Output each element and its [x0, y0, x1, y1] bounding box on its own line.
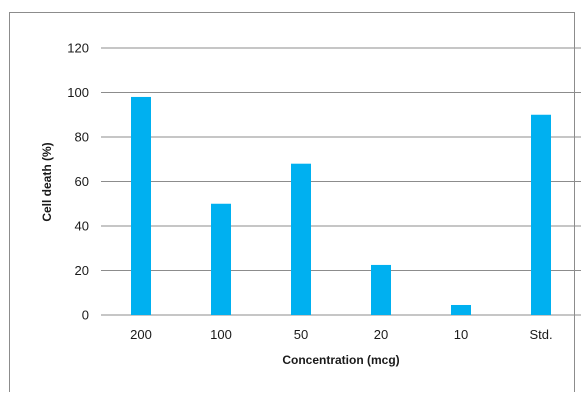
y-tick-label: 60	[75, 174, 89, 189]
bar-10	[451, 304, 471, 315]
bar-20	[371, 264, 391, 315]
chart-frame	[9, 12, 575, 392]
x-tick-label: 200	[130, 327, 152, 342]
x-tick-label: 50	[294, 327, 308, 342]
y-axis-ticks: 0 20 40 60 80 100 120	[67, 41, 89, 323]
y-tick-label: 0	[82, 308, 89, 323]
bar-200	[131, 96, 151, 315]
y-tick-label: 100	[67, 85, 89, 100]
bar-100	[211, 203, 231, 315]
x-tick-label: 100	[210, 327, 232, 342]
y-tick-label: 20	[75, 263, 89, 278]
x-tick-label: 20	[374, 327, 388, 342]
x-tick-label: 10	[454, 327, 468, 342]
y-axis-title: Cell death (%)	[40, 142, 54, 221]
y-tick-label: 120	[67, 41, 89, 56]
bar-std	[531, 114, 551, 315]
gridlines	[101, 47, 581, 316]
bar-50	[291, 163, 311, 315]
y-tick-label: 40	[75, 219, 89, 234]
x-axis-title: Concentration (mcg)	[282, 353, 399, 367]
y-tick-label: 80	[75, 130, 89, 145]
x-tick-label: Std.	[529, 327, 552, 342]
bars	[131, 96, 551, 315]
x-axis-ticks: 200 100 50 20 10 Std.	[130, 327, 552, 342]
